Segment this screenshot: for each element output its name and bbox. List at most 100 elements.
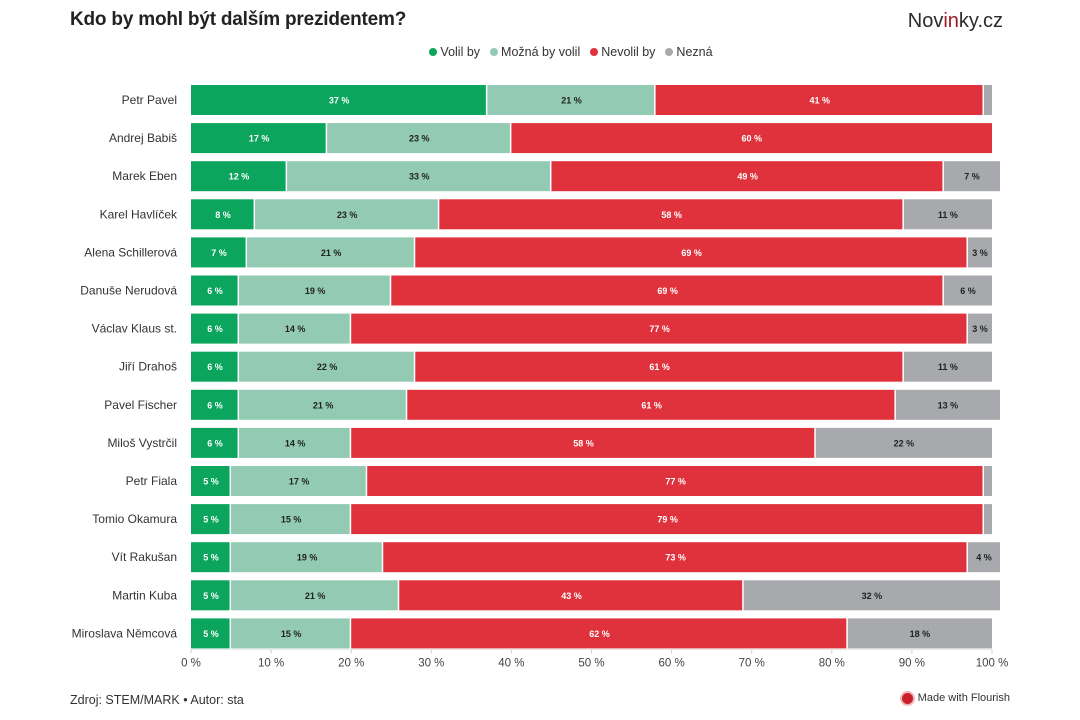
bar-segment-mo-n-by-volil[interactable] <box>231 542 382 573</box>
bar-segment-volil-by[interactable] <box>191 504 230 535</box>
legend-item[interactable]: Možná by volil <box>490 45 580 59</box>
bar-segment-mo-n-by-volil[interactable] <box>231 504 350 535</box>
bar-segment-volil-by[interactable] <box>191 389 238 420</box>
bar-segment-nezn-[interactable] <box>967 313 992 344</box>
bar-segment-volil-by[interactable] <box>191 275 238 306</box>
bar-segment-volil-by[interactable] <box>191 313 238 344</box>
data-label: 11 % <box>938 362 958 372</box>
bar-segment-nevolil-by[interactable] <box>351 313 967 344</box>
legend-swatch-icon <box>590 48 599 56</box>
data-label: 23 % <box>409 134 430 144</box>
bar-segment-volil-by[interactable] <box>191 161 286 192</box>
bar-segment-nevolil-by[interactable] <box>351 427 815 458</box>
bar-segment-mo-n-by-volil[interactable] <box>239 389 406 420</box>
data-label: 6 % <box>207 362 223 372</box>
bar-segment-nezn-[interactable] <box>983 466 992 496</box>
bar-segment-volil-by[interactable] <box>191 542 230 573</box>
bar-segment-volil-by[interactable] <box>191 199 254 230</box>
data-label: 32 % <box>862 591 883 601</box>
bar-segment-nezn-[interactable] <box>815 427 992 458</box>
bar-segment-mo-n-by-volil[interactable] <box>287 161 550 192</box>
legend-item[interactable]: Nezná <box>665 45 713 59</box>
bar-segment-nezn-[interactable] <box>903 199 992 230</box>
novinky-logo[interactable]: Novinky.cz <box>908 10 1003 33</box>
category-label: Miloš Vystrčil <box>107 436 177 450</box>
bar-row: Petr Fiala 5 % 17 % 77 % <box>126 466 992 496</box>
bar-segment-nezn-[interactable] <box>743 580 1001 611</box>
made-with-flourish-label: Made with Flourish <box>917 692 1010 704</box>
bar-segment-nezn-[interactable] <box>943 161 1001 192</box>
category-label: Jiří Drahoš <box>119 360 177 374</box>
made-with-flourish-link[interactable]: Made with Flourish <box>901 692 1010 704</box>
category-label: Petr Fiala <box>126 474 178 488</box>
brand-accent: in <box>943 10 959 32</box>
bar-segment-volil-by[interactable] <box>191 351 238 382</box>
data-label: 11 % <box>938 210 958 220</box>
bar-segment-mo-n-by-volil[interactable] <box>239 427 350 458</box>
bar-segment-volil-by[interactable] <box>191 123 326 154</box>
bar-segment-mo-n-by-volil[interactable] <box>231 466 366 496</box>
data-label: 41 % <box>810 96 831 106</box>
bar-segment-mo-n-by-volil[interactable] <box>247 237 414 268</box>
bar-segment-nevolil-by[interactable] <box>415 351 903 382</box>
category-label: Vít Rakušan <box>112 550 177 564</box>
bar-segment-volil-by[interactable] <box>191 466 230 496</box>
bar-segment-mo-n-by-volil[interactable] <box>255 199 438 230</box>
legend-label: Volil by <box>440 45 481 59</box>
bar-row: Václav Klaus st. 6 % 14 % 77 % 3 % <box>92 313 992 344</box>
bar-segment-nevolil-by[interactable] <box>351 618 847 649</box>
data-label: 69 % <box>681 248 702 258</box>
bar-segment-volil-by[interactable] <box>191 427 238 458</box>
bar-segment-nezn-[interactable] <box>983 504 992 535</box>
bar-segment-volil-by[interactable] <box>191 85 486 115</box>
bar-segment-nezn-[interactable] <box>903 351 992 382</box>
legend-item[interactable]: Nevolil by <box>590 45 655 59</box>
bar-segment-nevolil-by[interactable] <box>391 275 943 306</box>
category-label: Miroslava Němcová <box>72 626 178 640</box>
bar-segment-nezn-[interactable] <box>895 389 1001 420</box>
data-label: 73 % <box>665 553 686 563</box>
data-label: 6 % <box>207 324 223 334</box>
category-label: Alena Schillerová <box>84 245 177 259</box>
bar-row: Marek Eben 12 % 33 % 49 % 7 % <box>112 161 1001 192</box>
data-label: 6 % <box>207 286 223 296</box>
bar-segment-nezn-[interactable] <box>983 85 992 115</box>
bar-segment-nevolil-by[interactable] <box>551 161 943 192</box>
data-label: 13 % <box>938 400 959 410</box>
bar-segment-nezn-[interactable] <box>967 542 1001 573</box>
data-label: 58 % <box>661 210 682 220</box>
data-label: 19 % <box>305 286 326 296</box>
bar-segment-mo-n-by-volil[interactable] <box>239 351 414 382</box>
bar-segment-mo-n-by-volil[interactable] <box>231 618 350 649</box>
bar-segment-nevolil-by[interactable] <box>655 85 983 115</box>
bar-segment-nezn-[interactable] <box>967 237 992 268</box>
bar-segment-nevolil-by[interactable] <box>511 123 992 154</box>
bar-segment-volil-by[interactable] <box>191 618 230 649</box>
bar-segment-nezn-[interactable] <box>943 275 992 306</box>
legend-item[interactable]: Volil by <box>429 45 480 59</box>
bar-segment-mo-n-by-volil[interactable] <box>239 313 350 344</box>
data-label: 6 % <box>960 286 976 296</box>
bar-segment-volil-by[interactable] <box>191 237 246 268</box>
bar-segment-nevolil-by[interactable] <box>367 466 983 496</box>
bar-segment-nevolil-by[interactable] <box>383 542 967 573</box>
data-label: 58 % <box>573 438 594 448</box>
x-tick-label: 40 % <box>498 657 524 669</box>
data-label: 61 % <box>641 400 662 410</box>
category-label: Tomio Okamura <box>92 512 177 526</box>
bar-segment-nevolil-by[interactable] <box>439 199 903 230</box>
bar-segment-volil-by[interactable] <box>191 580 230 611</box>
data-label: 4 % <box>976 553 992 563</box>
bar-segment-nevolil-by[interactable] <box>351 504 983 535</box>
data-label: 6 % <box>207 438 223 448</box>
bar-segment-nezn-[interactable] <box>847 618 992 649</box>
bar-segment-mo-n-by-volil[interactable] <box>239 275 390 306</box>
bar-segment-mo-n-by-volil[interactable] <box>231 580 398 611</box>
bar-segment-mo-n-by-volil[interactable] <box>327 123 510 154</box>
bar-segment-nevolil-by[interactable] <box>399 580 743 611</box>
data-label: 15 % <box>281 629 302 639</box>
bar-segment-mo-n-by-volil[interactable] <box>487 85 655 115</box>
brand-prefix: Nov <box>907 10 944 32</box>
bar-segment-nevolil-by[interactable] <box>407 389 895 420</box>
bar-segment-nevolil-by[interactable] <box>415 237 967 268</box>
